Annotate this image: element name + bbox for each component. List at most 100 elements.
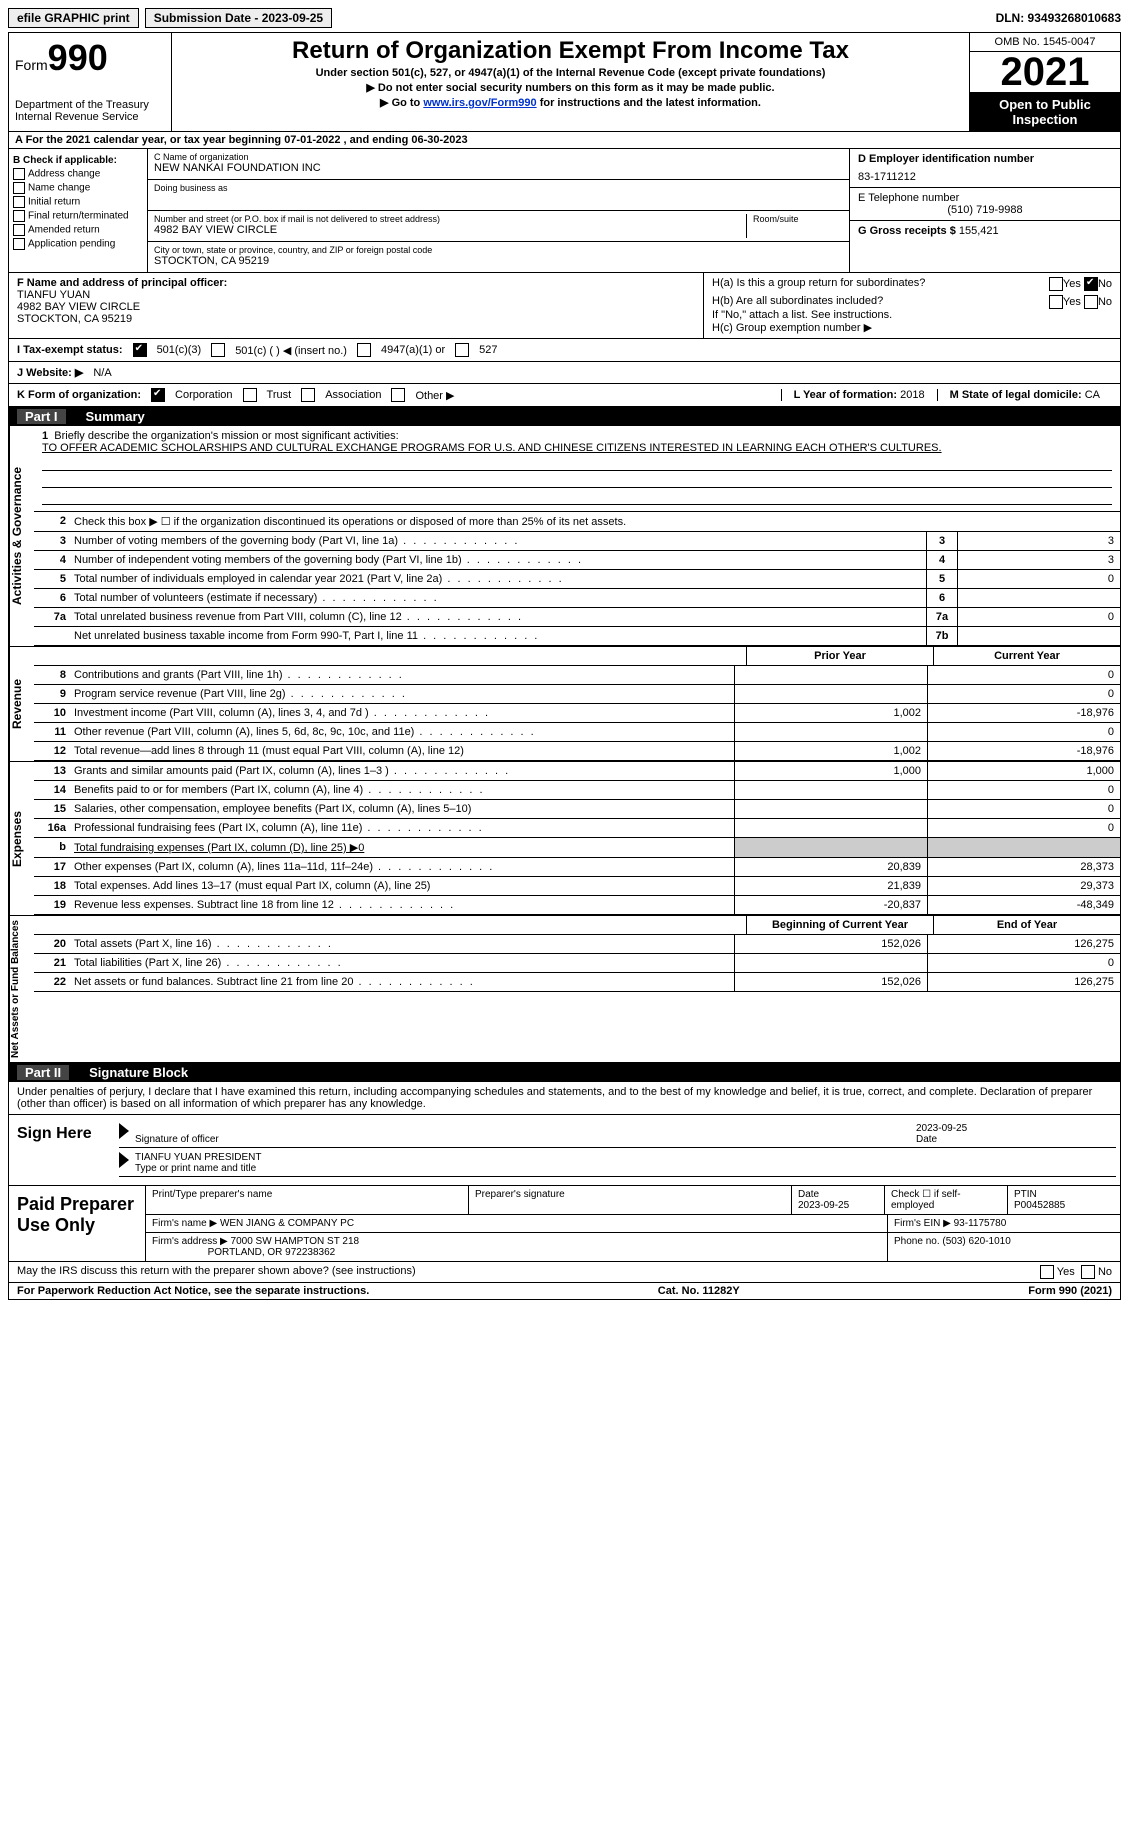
street-label: Number and street (or P.O. box if mail i… [154,214,746,224]
arrow-icon [119,1152,129,1168]
pra-notice: For Paperwork Reduction Act Notice, see … [17,1285,369,1297]
checkbox-initial-return[interactable] [13,196,25,208]
phone-label: E Telephone number [858,192,1112,204]
org-other[interactable] [391,388,405,402]
gross-label: G Gross receipts $ [858,225,956,237]
efile-print-button[interactable]: efile GRAPHIC print [8,8,139,28]
website-value: N/A [93,367,111,379]
org-name: NEW NANKAI FOUNDATION INC [154,162,843,174]
irs-link[interactable]: www.irs.gov/Form990 [423,97,536,109]
subtitle-3-pre: ▶ Go to [380,97,423,109]
org-association[interactable] [301,388,315,402]
ptin: P00452885 [1014,1200,1065,1211]
city-label: City or town, state or province, country… [154,245,843,255]
form-footer: Form 990 (2021) [1028,1285,1112,1297]
col-b-heading: B Check if applicable: [13,155,143,166]
header-right: OMB No. 1545-0047 2021 Open to Public In… [969,33,1120,131]
form-title: Return of Organization Exempt From Incom… [178,37,963,65]
line-4-value: 3 [957,551,1120,569]
org-name-label: C Name of organization [154,152,843,162]
row-a-tax-year: A For the 2021 calendar year, or tax yea… [9,132,1120,149]
firm-name: WEN JIANG & COMPANY PC [220,1218,354,1229]
subtitle-1: Under section 501(c), 527, or 4947(a)(1)… [178,67,963,79]
line-6-value [957,589,1120,607]
firm-phone: (503) 620-1010 [942,1236,1010,1247]
part-2-header: Part II Signature Block [9,1063,1120,1082]
room-label: Room/suite [753,214,843,224]
gross-value: 155,421 [959,225,999,237]
ein-value: 83-1711212 [858,171,1112,183]
section-expenses: Expenses [9,762,34,915]
phone-value: (510) 719-9988 [858,204,1112,216]
status-527[interactable] [455,343,469,357]
mission-text: TO OFFER ACADEMIC SCHOLARSHIPS AND CULTU… [42,442,942,454]
self-employed-check[interactable]: Check ☐ if self-employed [885,1186,1008,1214]
discuss-yes[interactable] [1040,1265,1054,1279]
status-501c3[interactable] [133,343,147,357]
hb-no[interactable] [1084,295,1098,309]
top-bar: efile GRAPHIC print Submission Date - 20… [8,8,1121,28]
status-501c[interactable] [211,343,225,357]
dept-label: Department of the Treasury Internal Reve… [15,99,165,123]
hb-yes[interactable] [1049,295,1063,309]
mission-label: Briefly describe the organization's miss… [54,430,398,442]
org-corporation[interactable] [151,388,165,402]
col-current-year: Current Year [933,647,1120,665]
cat-number: Cat. No. 11282Y [658,1285,740,1297]
row-i-label: I Tax-exempt status: [17,344,123,356]
checkbox-final-return[interactable] [13,210,25,222]
col-c-org-info: C Name of organization NEW NANKAI FOUNDA… [148,149,850,272]
declaration-text: Under penalties of perjury, I declare th… [9,1082,1120,1115]
row-f-officer: F Name and address of principal officer:… [9,273,704,338]
section-revenue: Revenue [9,647,34,761]
sig-date: 2023-09-25 [916,1123,967,1134]
sig-officer-label: Signature of officer [135,1134,219,1145]
line-7b-value [957,627,1120,645]
checkbox-pending[interactable] [13,238,25,250]
tax-year: 2021 [970,52,1120,93]
year-formation: 2018 [900,389,924,401]
ha-yes[interactable] [1049,277,1063,291]
city-value: STOCKTON, CA 95219 [154,255,843,267]
checkbox-address-change[interactable] [13,168,25,180]
status-4947[interactable] [357,343,371,357]
form-number: 990 [48,37,108,78]
col-end-year: End of Year [933,916,1120,934]
submission-date: Submission Date - 2023-09-25 [145,8,332,28]
officer-name: TIANFU YUAN PRESIDENT [135,1152,262,1163]
sign-here-label: Sign Here [9,1115,115,1185]
row-k-label: K Form of organization: [17,389,141,401]
line-7a-value: 0 [957,608,1120,626]
dba-label: Doing business as [154,183,843,193]
header-left: Form990 Department of the Treasury Inter… [9,33,172,131]
discuss-question: May the IRS discuss this return with the… [17,1265,1040,1279]
section-netassets: Net Assets or Fund Balances [9,916,34,1062]
row-j-label: J Website: ▶ [17,366,83,379]
col-d-numbers: D Employer identification number 83-1711… [850,149,1120,272]
form-label: Form [15,57,48,73]
line-5-value: 0 [957,570,1120,588]
col-b-checkboxes: B Check if applicable: Address change Na… [9,149,148,272]
state-domicile: CA [1085,389,1100,401]
checkbox-amended[interactable] [13,224,25,236]
part-1-header: Part I Summary [9,407,1120,426]
form-container: Form990 Department of the Treasury Inter… [8,32,1121,1300]
paid-preparer-label: Paid Preparer Use Only [9,1186,146,1261]
inspection-notice: Open to Public Inspection [970,93,1120,131]
col-prior-year: Prior Year [746,647,933,665]
discuss-no[interactable] [1081,1265,1095,1279]
subtitle-3-post: for instructions and the latest informat… [537,97,761,109]
col-begin-year: Beginning of Current Year [746,916,933,934]
ha-no[interactable] [1084,277,1098,291]
checkbox-name-change[interactable] [13,182,25,194]
org-trust[interactable] [243,388,257,402]
subtitle-2: ▶ Do not enter social security numbers o… [178,81,963,94]
ein-label: D Employer identification number [858,153,1112,165]
prep-date: 2023-09-25 [798,1200,849,1211]
header-center: Return of Organization Exempt From Incom… [172,33,969,131]
dln: DLN: 93493268010683 [996,11,1121,25]
street-value: 4982 BAY VIEW CIRCLE [154,224,746,236]
line-3-value: 3 [957,532,1120,550]
firm-addr: 7000 SW HAMPTON ST 218 [231,1236,360,1247]
row-h-group: H(a) Is this a group return for subordin… [704,273,1120,338]
